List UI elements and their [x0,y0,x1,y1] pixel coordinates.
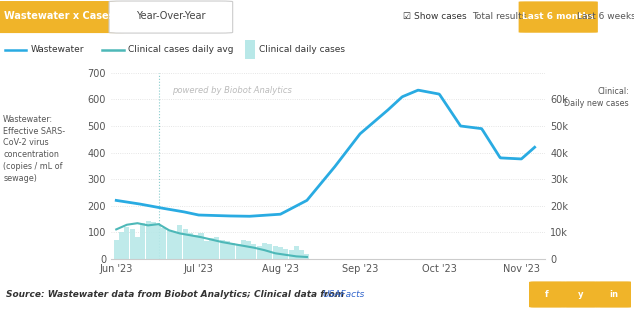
FancyBboxPatch shape [109,1,233,33]
Text: f: f [545,290,549,299]
FancyBboxPatch shape [595,281,633,308]
Bar [294,246,299,259]
Text: Last 6 weeks: Last 6 weeks [577,12,634,21]
Bar [252,244,257,259]
Bar [219,240,224,259]
Bar [214,237,219,259]
Bar [124,227,129,259]
Bar [283,249,288,259]
Bar [183,229,188,259]
Bar [146,221,150,259]
Bar [178,225,183,259]
Bar [162,228,167,259]
Bar [257,246,262,259]
FancyBboxPatch shape [0,1,131,33]
Text: Source: Wastewater data from Biobot Analytics; Clinical data from: Source: Wastewater data from Biobot Anal… [6,290,347,299]
Text: y: y [578,290,583,299]
Bar [273,246,278,259]
Text: Clinical cases daily avg: Clinical cases daily avg [128,45,234,54]
Text: ☑ Show cases: ☑ Show cases [403,12,466,21]
Bar [230,243,235,259]
Bar [225,241,230,259]
Bar [245,40,256,59]
Bar [236,244,240,259]
Text: in: in [610,290,619,299]
Bar [198,233,204,259]
Text: Year-Over-Year: Year-Over-Year [136,11,206,21]
Text: Clinical daily cases: Clinical daily cases [259,45,345,54]
Text: Total results: Total results [472,12,527,21]
Text: Last 6 months: Last 6 months [522,12,594,21]
Bar [209,238,214,259]
Text: Clinical:
Daily new cases: Clinical: Daily new cases [564,87,629,108]
FancyBboxPatch shape [528,281,566,308]
Bar [288,250,294,259]
Text: Wastewater: Wastewater [31,45,84,54]
Bar [193,235,198,259]
Bar [135,237,140,259]
Text: Wastewater x Cases: Wastewater x Cases [4,11,115,21]
Text: powered by Biobot Analytics: powered by Biobot Analytics [172,86,292,95]
Bar [113,240,119,259]
Bar [129,229,134,259]
Text: USAFacts: USAFacts [322,290,365,299]
Bar [299,250,304,259]
Bar [119,232,124,259]
Bar [241,240,246,259]
Text: Wastewater:
Effective SARS-
CoV-2 virus
concentration
(copies / mL of
sewage): Wastewater: Effective SARS- CoV-2 virus … [3,115,65,183]
Bar [262,243,267,259]
Bar [246,241,251,259]
FancyBboxPatch shape [519,1,598,33]
Bar [167,230,172,259]
Bar [172,232,177,259]
Bar [204,241,209,259]
FancyBboxPatch shape [562,281,599,308]
Bar [304,254,309,259]
Bar [268,244,273,259]
Bar [156,225,161,259]
Bar [140,223,145,259]
Bar [278,247,283,259]
Bar [151,222,156,259]
Bar [188,233,193,259]
